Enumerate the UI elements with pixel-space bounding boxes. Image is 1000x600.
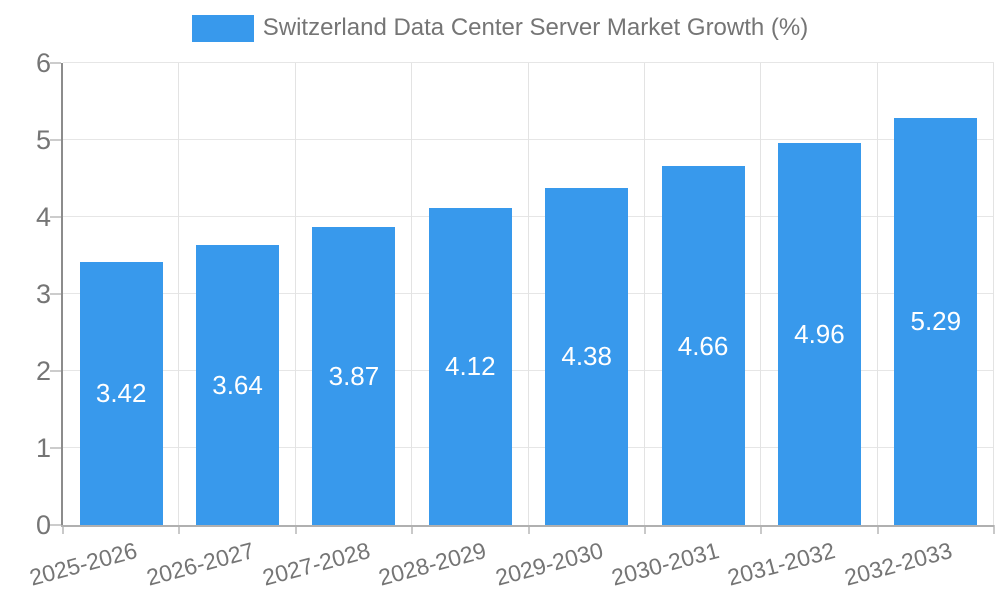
x-tick-mark: [643, 525, 646, 534]
y-tick-label: 6: [35, 48, 51, 78]
y-tick-mark: [50, 62, 61, 64]
x-tick-mark: [527, 525, 530, 534]
bar: 3.64: [196, 244, 280, 525]
y-tick-label: 5: [35, 125, 51, 155]
y-gridline: [63, 216, 994, 217]
legend-swatch: [191, 14, 254, 42]
x-gridline: [643, 63, 645, 525]
y-gridline: [63, 293, 994, 294]
y-tick-mark: [50, 447, 61, 449]
x-axis-line: [61, 525, 994, 527]
x-tick-mark: [993, 525, 995, 534]
y-gridline: [63, 62, 994, 63]
plot-area: 3.42 3.64 3.87 4.12 4.38 4.66 4.96 5.29 0 1 2 3 4 5 6…: [27, 48, 995, 591]
x-gridline: [527, 63, 529, 525]
y-axis-line: [61, 63, 63, 527]
y-tick-mark: [50, 139, 61, 141]
legend-label: Switzerland Data Center Server Market Gr…: [262, 14, 809, 41]
y-tick-label: 0: [35, 510, 51, 540]
x-tick-mark: [178, 525, 181, 534]
bar-value-label: 4.96: [794, 319, 845, 350]
y-tick-mark: [50, 216, 61, 218]
x-gridline: [993, 63, 994, 525]
bar: 4.38: [545, 187, 629, 525]
bar-value-label: 5.29: [910, 306, 962, 337]
bar-value-label: 3.42: [95, 378, 147, 409]
bar: 5.29: [894, 117, 978, 525]
x-tick-mark: [411, 525, 414, 534]
x-gridline: [411, 63, 413, 525]
bar-value-label: 3.87: [328, 361, 380, 391]
bar-value-label: 4.12: [445, 351, 496, 382]
x-gridline: [876, 63, 878, 525]
bar-value-label: 4.66: [677, 330, 729, 361]
y-tick-label: 3: [35, 279, 51, 309]
legend[interactable]: Switzerland Data Center Server Market Gr…: [0, 14, 1000, 42]
x-gridline: [294, 63, 296, 525]
y-tick-label: 4: [35, 202, 51, 232]
bar-value-label: 3.64: [212, 369, 263, 400]
y-tick-mark: [50, 524, 61, 526]
y-gridline: [63, 139, 994, 140]
bar-value-label: 4.38: [561, 341, 612, 372]
x-tick-mark: [876, 525, 879, 534]
y-gridline: [63, 447, 994, 448]
bar: 3.42: [79, 261, 163, 525]
y-tick-label: 1: [35, 433, 51, 463]
bar: 4.12: [428, 207, 512, 525]
bar: 4.96: [777, 143, 861, 525]
bar: 3.87: [312, 227, 396, 525]
bar: 4.66: [661, 166, 745, 525]
y-tick-mark: [50, 293, 61, 295]
y-tick-mark: [50, 370, 61, 372]
x-tick-mark: [294, 525, 297, 534]
y-tick-label: 2: [35, 356, 51, 386]
y-gridline: [63, 370, 994, 371]
x-gridline: [760, 63, 762, 525]
x-gridline: [178, 63, 180, 525]
x-tick-mark: [62, 525, 64, 534]
x-tick-mark: [760, 525, 763, 534]
